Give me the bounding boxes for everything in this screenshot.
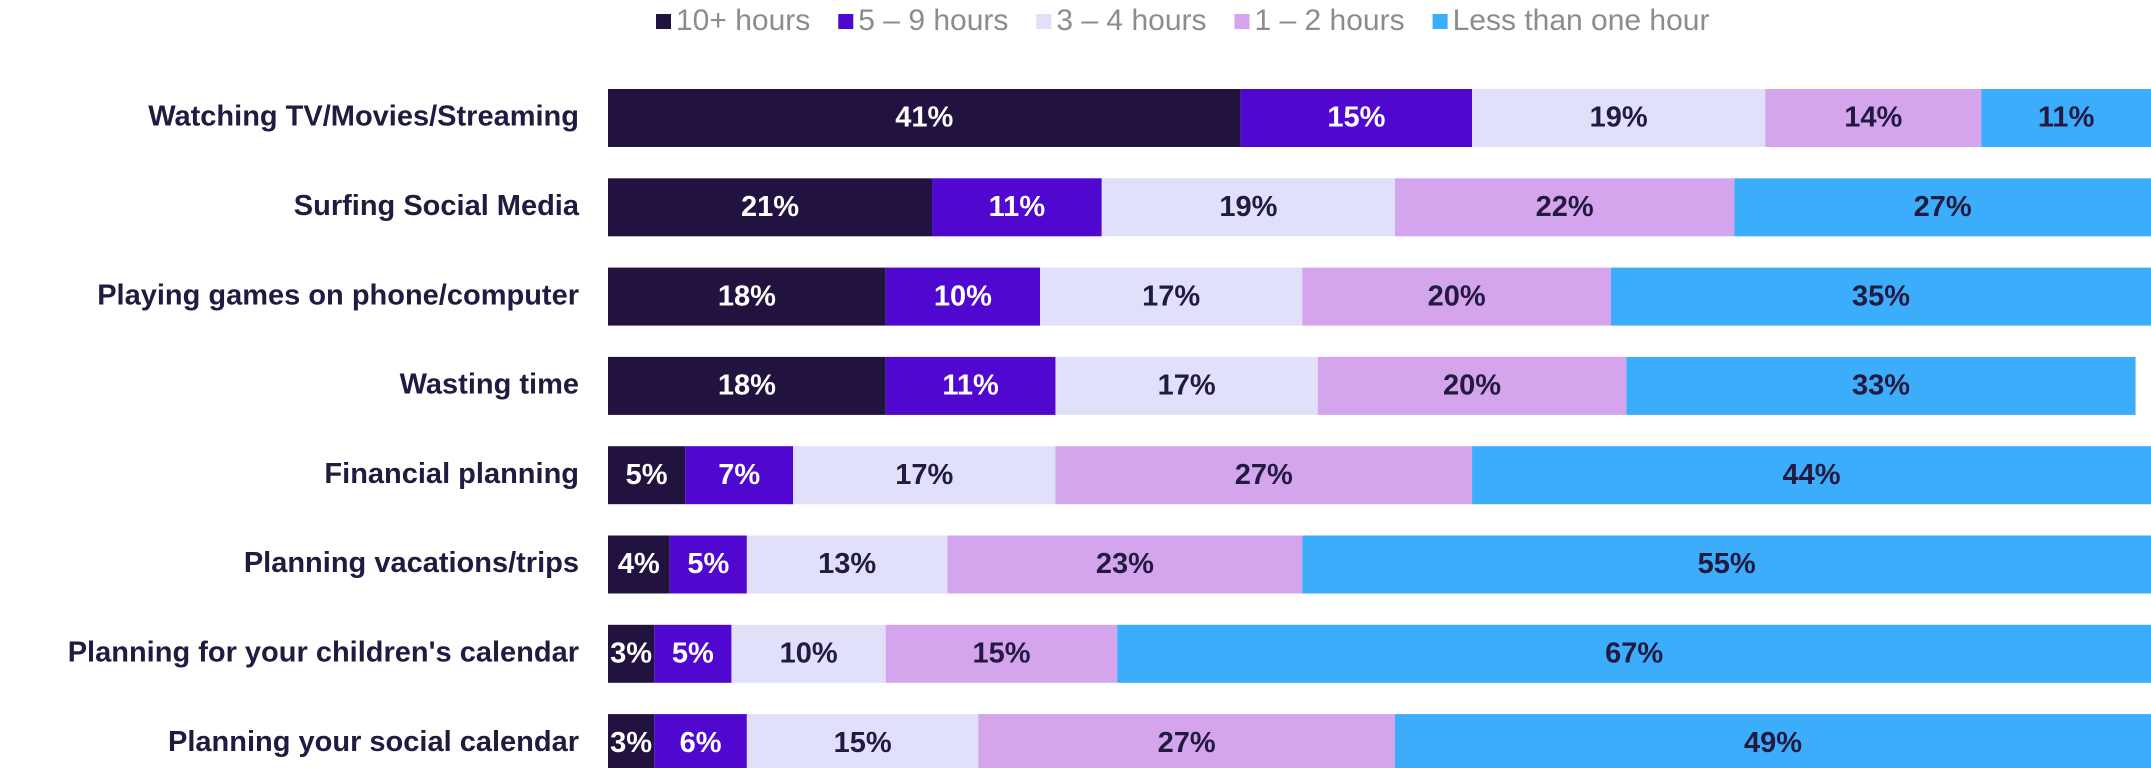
bar-segment <box>947 535 1303 594</box>
bar-segment <box>608 535 670 594</box>
bar-segment <box>654 624 732 683</box>
data-label: 20% <box>1443 370 1501 402</box>
data-label: 18% <box>718 280 776 312</box>
bar-segment <box>731 624 886 683</box>
legend-label: 5 – 9 hours <box>858 4 1008 37</box>
bar-segment <box>793 446 1056 505</box>
data-label: 15% <box>972 637 1030 669</box>
legend-swatch <box>1432 14 1448 29</box>
bar-segment <box>1055 356 1318 415</box>
data-label: 5% <box>687 548 729 580</box>
bar-segment <box>608 178 933 237</box>
data-label: 20% <box>1428 280 1486 312</box>
data-label: 17% <box>895 459 953 491</box>
bar-segment <box>1302 267 1611 326</box>
data-label: 14% <box>1844 102 1902 134</box>
data-label: 11% <box>942 370 999 402</box>
bar-segment <box>1394 714 2151 768</box>
legend-label: 10+ hours <box>676 4 810 37</box>
bar-segment <box>1101 178 1395 237</box>
legend-swatch <box>1234 14 1250 29</box>
bar-segment <box>885 356 1056 415</box>
data-label: 17% <box>1158 370 1216 402</box>
bar-segment <box>746 535 948 594</box>
bar-segment <box>1981 89 2151 147</box>
bar-segment <box>685 446 794 505</box>
data-label: 41% <box>895 102 953 134</box>
bar-segment <box>608 267 886 326</box>
data-label: 44% <box>1783 459 1841 491</box>
bar-segment <box>608 89 1241 147</box>
data-label: 35% <box>1852 280 1910 312</box>
bar-segment <box>1472 89 1766 147</box>
bar-segment <box>1055 446 1473 505</box>
legend-swatch <box>1036 14 1052 29</box>
legend-label: 3 – 4 hours <box>1056 4 1206 37</box>
data-label: 18% <box>718 370 776 402</box>
data-label: 10% <box>934 280 992 312</box>
category-label: Wasting time <box>400 369 579 401</box>
data-label: 27% <box>1235 459 1293 491</box>
category-label: Surfing Social Media <box>294 190 580 222</box>
legend-label: 1 – 2 hours <box>1255 4 1405 37</box>
bar-segment <box>1472 446 2151 505</box>
data-label: 3% <box>610 727 652 759</box>
bar-segment <box>746 714 979 768</box>
bar-segment <box>978 714 1395 768</box>
bar-segment <box>1734 178 2151 237</box>
bar-segment <box>1626 356 2136 415</box>
data-label: 11% <box>2038 102 2095 134</box>
bar-segment <box>885 267 1041 326</box>
data-label: 27% <box>1914 191 1972 223</box>
data-label: 23% <box>1096 548 1154 580</box>
category-label: Playing games on phone/computer <box>97 279 579 311</box>
bar-segment <box>654 714 747 768</box>
bar-segment <box>1765 89 1982 147</box>
category-label: Planning your social calendar <box>168 726 579 758</box>
bar-segment <box>1117 624 2151 683</box>
data-label: 7% <box>718 459 760 491</box>
bar-segment <box>1610 267 2151 326</box>
category-label: Planning vacations/trips <box>244 547 579 579</box>
bar-segment <box>932 178 1102 237</box>
data-label: 15% <box>834 727 892 759</box>
category-label: Watching TV/Movies/Streaming <box>148 101 579 133</box>
data-label: 67% <box>1605 637 1663 669</box>
bar-segment <box>608 714 655 768</box>
bar-segment <box>608 446 686 505</box>
bar-segment <box>1240 89 1473 147</box>
bar-segment <box>885 624 1118 683</box>
data-label: 4% <box>618 548 660 580</box>
bar-segment <box>1394 178 1735 237</box>
data-label: 6% <box>680 727 722 759</box>
data-label: 27% <box>1158 727 1216 759</box>
data-label: 15% <box>1327 102 1385 134</box>
data-label: 49% <box>1744 727 1802 759</box>
data-label: 13% <box>818 548 876 580</box>
data-label: 55% <box>1698 548 1756 580</box>
category-label: Financial planning <box>324 458 579 490</box>
bar-segment <box>1317 356 1627 415</box>
legend-label: Less than one hour <box>1453 4 1710 37</box>
bar-segment <box>669 535 747 594</box>
data-label: 33% <box>1852 370 1910 402</box>
data-label: 10% <box>780 637 838 669</box>
data-label: 3% <box>610 637 652 669</box>
data-label: 19% <box>1590 102 1648 134</box>
bar-segment <box>608 356 886 415</box>
bar-segment <box>1302 535 2151 594</box>
data-label: 5% <box>626 459 668 491</box>
data-label: 11% <box>989 191 1046 223</box>
bar-segment <box>1040 267 1303 326</box>
data-label: 5% <box>672 637 714 669</box>
data-label: 19% <box>1219 191 1277 223</box>
data-label: 22% <box>1536 191 1594 223</box>
category-label: Planning for your children's calendar <box>68 636 579 668</box>
legend-swatch <box>838 14 854 29</box>
data-label: 17% <box>1142 280 1200 312</box>
data-label: 21% <box>741 191 799 223</box>
bar-segment <box>608 624 655 683</box>
legend-swatch <box>656 14 671 29</box>
